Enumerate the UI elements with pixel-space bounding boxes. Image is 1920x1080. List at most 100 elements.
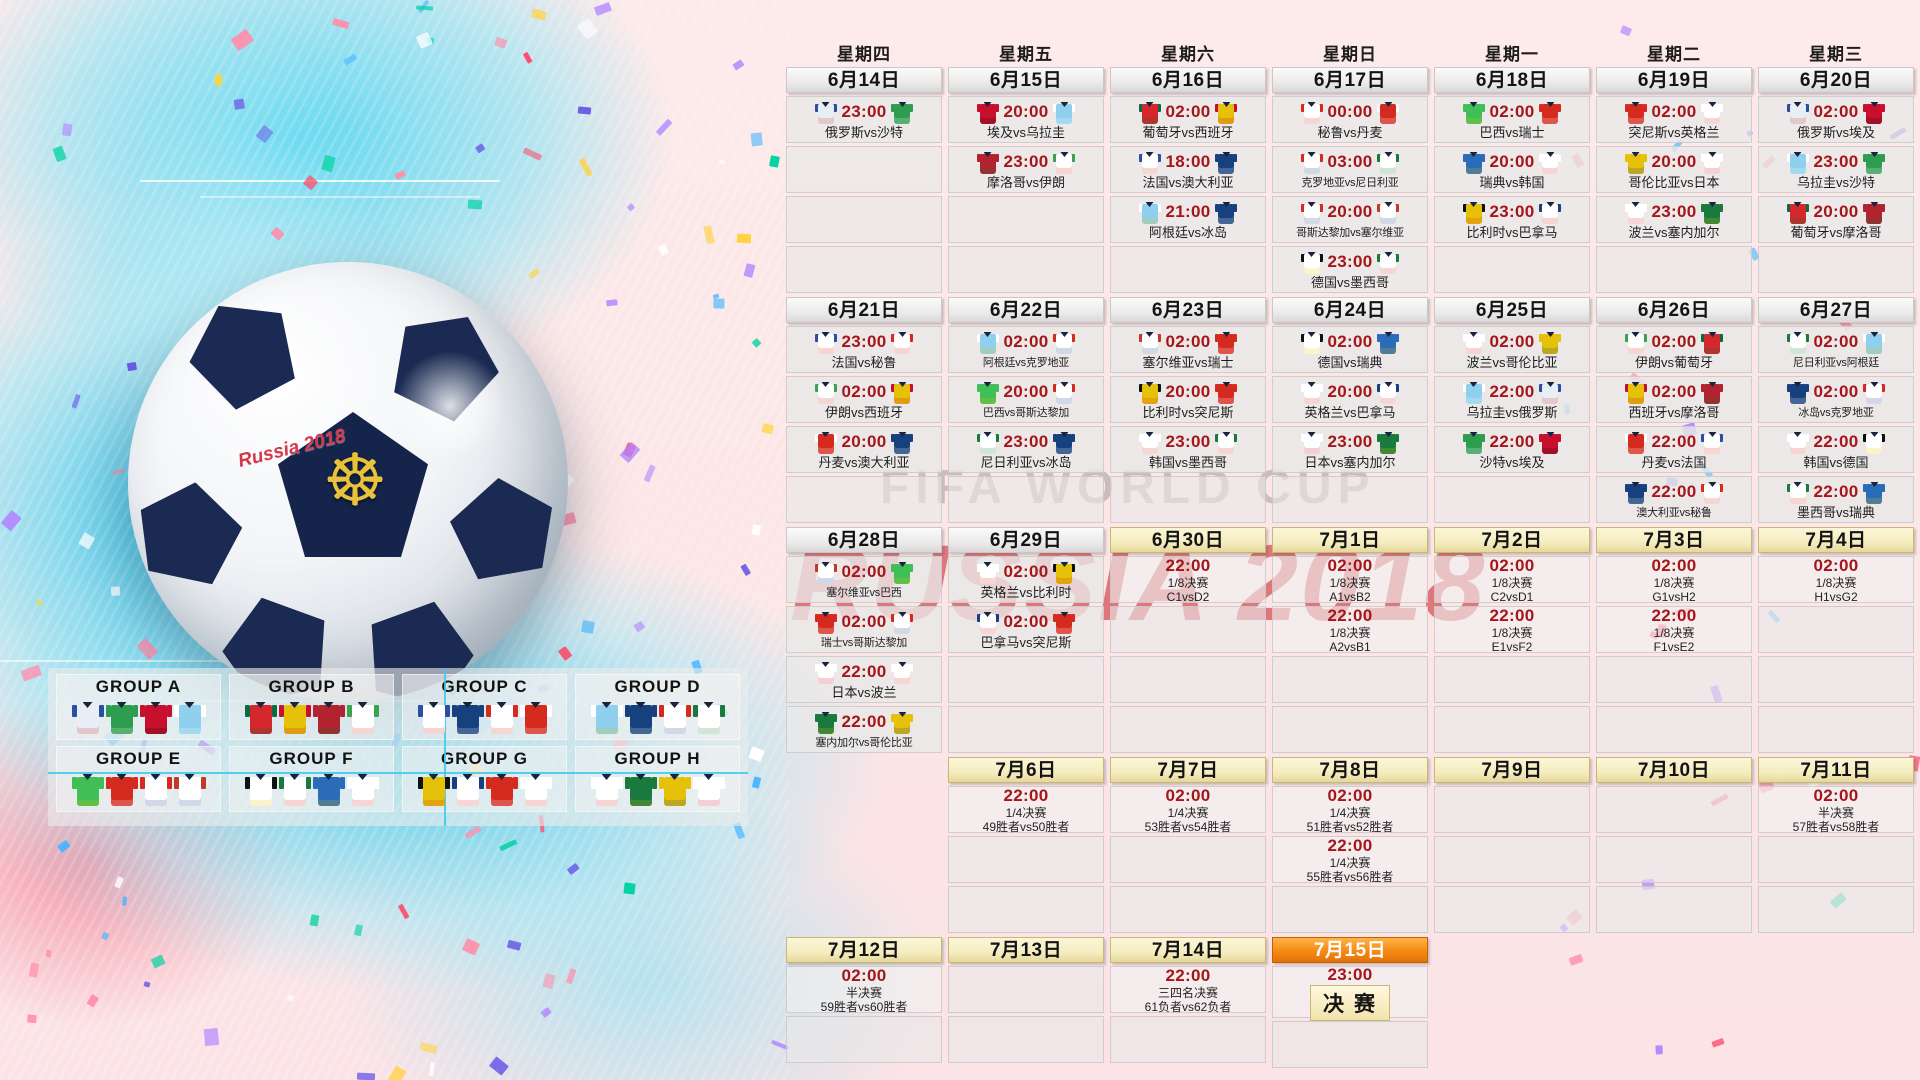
date-header[interactable]: 6月18日 — [1434, 67, 1590, 93]
match-cell[interactable]: 02:00 葡萄牙vs西班牙 — [1110, 96, 1266, 143]
match-cell[interactable]: 02:00 伊朗vs葡萄牙 — [1596, 326, 1752, 373]
match-cell[interactable]: 21:00 阿根廷vs冰岛 — [1110, 196, 1266, 243]
knockout-match-cell[interactable]: 02:00 1/4决赛 53胜者vs54胜者 — [1110, 786, 1266, 834]
date-header[interactable]: 7月14日 — [1110, 937, 1266, 963]
date-header[interactable]: 6月24日 — [1272, 297, 1428, 323]
match-cell[interactable]: 02:00 尼日利亚vs阿根廷 — [1758, 326, 1914, 373]
match-cell[interactable]: 23:00 比利时vs巴拿马 — [1434, 196, 1590, 243]
date-header[interactable]: 7月10日 — [1596, 757, 1752, 783]
match-cell[interactable]: 02:00 西班牙vs摩洛哥 — [1596, 376, 1752, 423]
date-header[interactable]: 6月30日 — [1110, 527, 1266, 553]
match-cell[interactable]: 23:00 日本vs塞内加尔 — [1272, 426, 1428, 473]
date-header[interactable]: 6月23日 — [1110, 297, 1266, 323]
date-header[interactable]: 6月20日 — [1758, 67, 1914, 93]
match-cell[interactable]: 22:00 塞内加尔vs哥伦比亚 — [786, 706, 942, 753]
match-cell[interactable]: 02:00 塞尔维亚vs巴西 — [786, 556, 942, 603]
match-cell[interactable]: 23:00 乌拉圭vs沙特 — [1758, 146, 1914, 193]
date-header[interactable]: 6月27日 — [1758, 297, 1914, 323]
match-cell[interactable]: 03:00 克罗地亚vs尼日利亚 — [1272, 146, 1428, 193]
knockout-match-cell[interactable]: 02:00 1/8决赛 G1vsH2 — [1596, 556, 1752, 604]
knockout-match-cell[interactable]: 22:00 三四名决赛 61负者vs62负者 — [1110, 966, 1266, 1014]
knockout-match-cell[interactable]: 02:00 1/8决赛 C2vsD1 — [1434, 556, 1590, 604]
match-cell[interactable]: 23:00 德国vs墨西哥 — [1272, 246, 1428, 293]
knockout-match-cell[interactable]: 02:00 1/8决赛 A1vsB2 — [1272, 556, 1428, 604]
date-header[interactable]: 7月15日 — [1272, 937, 1428, 963]
knockout-match-cell[interactable]: 02:00 半决赛 59胜者vs60胜者 — [786, 966, 942, 1014]
match-cell[interactable]: 22:00 沙特vs埃及 — [1434, 426, 1590, 473]
date-header[interactable]: 6月26日 — [1596, 297, 1752, 323]
date-header[interactable]: 7月2日 — [1434, 527, 1590, 553]
match-cell[interactable]: 18:00 法国vs澳大利亚 — [1110, 146, 1266, 193]
date-header[interactable]: 6月22日 — [948, 297, 1104, 323]
knockout-match-cell[interactable]: 22:00 1/8决赛 A2vsB1 — [1272, 606, 1428, 654]
date-header[interactable]: 6月25日 — [1434, 297, 1590, 323]
date-header[interactable]: 7月6日 — [948, 757, 1104, 783]
date-header[interactable]: 7月1日 — [1272, 527, 1428, 553]
knockout-match-cell[interactable]: 02:00 1/8决赛 H1vsG2 — [1758, 556, 1914, 604]
match-cell[interactable]: 02:00 突尼斯vs英格兰 — [1596, 96, 1752, 143]
match-cell[interactable]: 02:00 瑞士vs哥斯达黎加 — [786, 606, 942, 653]
match-cell[interactable]: 20:00 葡萄牙vs摩洛哥 — [1758, 196, 1914, 243]
date-header[interactable]: 7月4日 — [1758, 527, 1914, 553]
date-header[interactable]: 7月11日 — [1758, 757, 1914, 783]
match-cell[interactable]: 23:00 法国vs秘鲁 — [786, 326, 942, 373]
knockout-match-cell[interactable]: 22:00 1/4决赛 49胜者vs50胜者 — [948, 786, 1104, 834]
match-cell[interactable]: 23:00 俄罗斯vs沙特 — [786, 96, 942, 143]
match-cell[interactable]: 22:00 丹麦vs法国 — [1596, 426, 1752, 473]
match-cell[interactable]: 20:00 比利时vs突尼斯 — [1110, 376, 1266, 423]
match-cell[interactable]: 20:00 埃及vs乌拉圭 — [948, 96, 1104, 143]
date-header[interactable]: 7月3日 — [1596, 527, 1752, 553]
knockout-match-cell[interactable]: 22:00 1/8决赛 F1vsE2 — [1596, 606, 1752, 654]
date-header[interactable]: 6月29日 — [948, 527, 1104, 553]
match-cell[interactable]: 02:00 德国vs瑞典 — [1272, 326, 1428, 373]
match-cell[interactable]: 02:00 阿根廷vs克罗地亚 — [948, 326, 1104, 373]
date-header[interactable]: 7月7日 — [1110, 757, 1266, 783]
knockout-match-cell[interactable]: 02:00 半决赛 57胜者vs58胜者 — [1758, 786, 1914, 834]
match-cell[interactable]: 02:00 巴拿马vs突尼斯 — [948, 606, 1104, 653]
date-header[interactable]: 6月16日 — [1110, 67, 1266, 93]
match-cell[interactable]: 02:00 塞尔维亚vs瑞士 — [1110, 326, 1266, 373]
match-cell[interactable]: 23:00 波兰vs塞内加尔 — [1596, 196, 1752, 243]
match-cell[interactable]: 23:00 尼日利亚vs冰岛 — [948, 426, 1104, 473]
group-box-h[interactable]: GROUP H — [575, 746, 740, 812]
date-header[interactable]: 6月19日 — [1596, 67, 1752, 93]
group-box-e[interactable]: GROUP E — [56, 746, 221, 812]
match-cell[interactable]: 02:00 巴西vs瑞士 — [1434, 96, 1590, 143]
match-cell[interactable]: 22:00 韩国vs德国 — [1758, 426, 1914, 473]
date-header[interactable]: 7月12日 — [786, 937, 942, 963]
group-box-g[interactable]: GROUP G — [402, 746, 567, 812]
group-box-b[interactable]: GROUP B — [229, 674, 394, 740]
date-header[interactable]: 6月21日 — [786, 297, 942, 323]
knockout-match-cell[interactable]: 22:00 1/8决赛 E1vsF2 — [1434, 606, 1590, 654]
match-cell[interactable]: 20:00 巴西vs哥斯达黎加 — [948, 376, 1104, 423]
match-cell[interactable]: 02:00 俄罗斯vs埃及 — [1758, 96, 1914, 143]
group-box-c[interactable]: GROUP C — [402, 674, 567, 740]
group-box-d[interactable]: GROUP D — [575, 674, 740, 740]
date-header[interactable]: 6月15日 — [948, 67, 1104, 93]
group-box-f[interactable]: GROUP F — [229, 746, 394, 812]
match-cell[interactable]: 00:00 秘鲁vs丹麦 — [1272, 96, 1428, 143]
match-cell[interactable]: 02:00 波兰vs哥伦比亚 — [1434, 326, 1590, 373]
date-header[interactable]: 6月17日 — [1272, 67, 1428, 93]
match-cell[interactable]: 20:00 哥伦比亚vs日本 — [1596, 146, 1752, 193]
match-cell[interactable]: 23:00 韩国vs墨西哥 — [1110, 426, 1266, 473]
match-cell[interactable]: 02:00 冰岛vs克罗地亚 — [1758, 376, 1914, 423]
group-box-a[interactable]: GROUP A — [56, 674, 221, 740]
match-cell[interactable]: 20:00 瑞典vs韩国 — [1434, 146, 1590, 193]
date-header[interactable]: 7月8日 — [1272, 757, 1428, 783]
match-cell[interactable]: 22:00 墨西哥vs瑞典 — [1758, 476, 1914, 523]
date-header[interactable]: 7月9日 — [1434, 757, 1590, 783]
match-cell[interactable]: 02:00 伊朗vs西班牙 — [786, 376, 942, 423]
match-cell[interactable]: 22:00 澳大利亚vs秘鲁 — [1596, 476, 1752, 523]
match-cell[interactable]: 22:00 乌拉圭vs俄罗斯 — [1434, 376, 1590, 423]
match-cell[interactable]: 02:00 英格兰vs比利时 — [948, 556, 1104, 603]
match-cell[interactable]: 23:00 摩洛哥vs伊朗 — [948, 146, 1104, 193]
date-header[interactable]: 6月28日 — [786, 527, 942, 553]
match-cell[interactable]: 20:00 哥斯达黎加vs塞尔维亚 — [1272, 196, 1428, 243]
final-match-cell[interactable]: 23:00 决赛 — [1272, 965, 1428, 1021]
match-cell[interactable]: 20:00 丹麦vs澳大利亚 — [786, 426, 942, 473]
match-cell[interactable]: 20:00 英格兰vs巴拿马 — [1272, 376, 1428, 423]
date-header[interactable]: 6月14日 — [786, 67, 942, 93]
knockout-match-cell[interactable]: 22:00 1/4决赛 55胜者vs56胜者 — [1272, 836, 1428, 884]
knockout-match-cell[interactable]: 02:00 1/4决赛 51胜者vs52胜者 — [1272, 786, 1428, 834]
